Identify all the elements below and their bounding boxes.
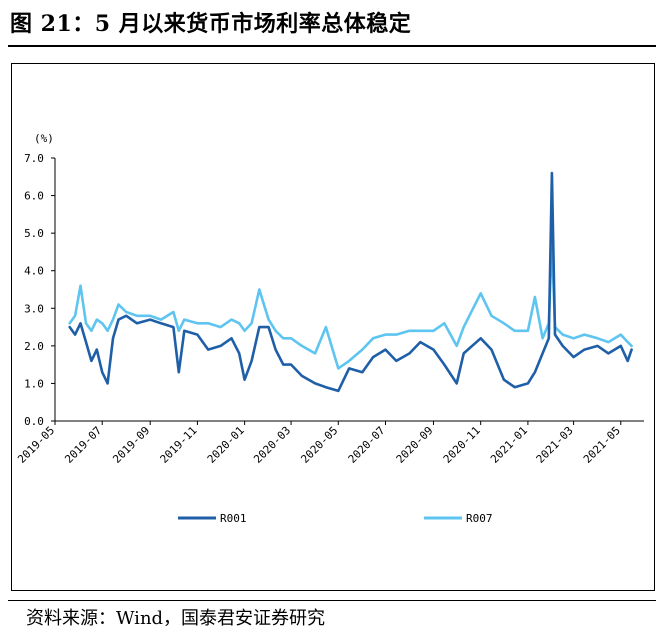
series-line-r007 bbox=[68, 239, 633, 370]
x-tick-label: 2019-05 bbox=[15, 424, 57, 466]
x-tick-label: 2019-11 bbox=[158, 424, 200, 466]
title-rule bbox=[8, 45, 656, 47]
x-tick-label: 2020-09 bbox=[394, 424, 436, 466]
y-axis-ticks: 0.0 1.0 2.0 3.0 4.0 5.0 6.0 7.0 bbox=[24, 152, 55, 428]
y-tick-label: 4.0 bbox=[24, 265, 44, 278]
source-rule bbox=[8, 600, 656, 601]
legend-label-r001: R001 bbox=[220, 512, 247, 525]
x-tick-label: 2019-09 bbox=[110, 424, 152, 466]
source-note: 资料来源：Wind，国泰君安证券研究 bbox=[26, 608, 326, 629]
y-tick-label: 2.0 bbox=[24, 340, 44, 353]
chart-frame bbox=[11, 63, 655, 591]
x-tick-label: 2019-07 bbox=[62, 424, 104, 466]
legend: R001 R007 bbox=[178, 512, 493, 525]
y-tick-label: 0.0 bbox=[24, 415, 44, 428]
x-tick-label: 2020-03 bbox=[251, 424, 293, 466]
series-line-r001 bbox=[68, 171, 633, 393]
x-tick-label: 2020-01 bbox=[205, 424, 247, 466]
y-axis-unit-label: (%) bbox=[34, 132, 54, 145]
x-tick-label: 2020-11 bbox=[441, 424, 483, 466]
x-tick-label: 2021-03 bbox=[534, 424, 576, 466]
y-tick-label: 1.0 bbox=[24, 377, 44, 390]
figure-title: 图 21：5 月以来货币市场利率总体稳定 bbox=[10, 11, 412, 37]
axes bbox=[54, 158, 644, 422]
y-tick-label: 5.0 bbox=[24, 227, 44, 240]
x-tick-label: 2021-05 bbox=[581, 424, 623, 466]
y-tick-label: 7.0 bbox=[24, 152, 44, 165]
x-tick-label: 2021-01 bbox=[488, 424, 530, 466]
y-tick-label: 3.0 bbox=[24, 302, 44, 315]
x-tick-label: 2020-07 bbox=[346, 424, 388, 466]
x-tick-label: 2020-05 bbox=[298, 424, 340, 466]
x-axis-ticks: 2019-05 2019-07 2019-09 2019-11 2020-01 2020-… bbox=[15, 421, 623, 466]
legend-label-r007: R007 bbox=[466, 512, 493, 525]
series-lines bbox=[68, 171, 633, 393]
y-tick-label: 6.0 bbox=[24, 190, 44, 203]
